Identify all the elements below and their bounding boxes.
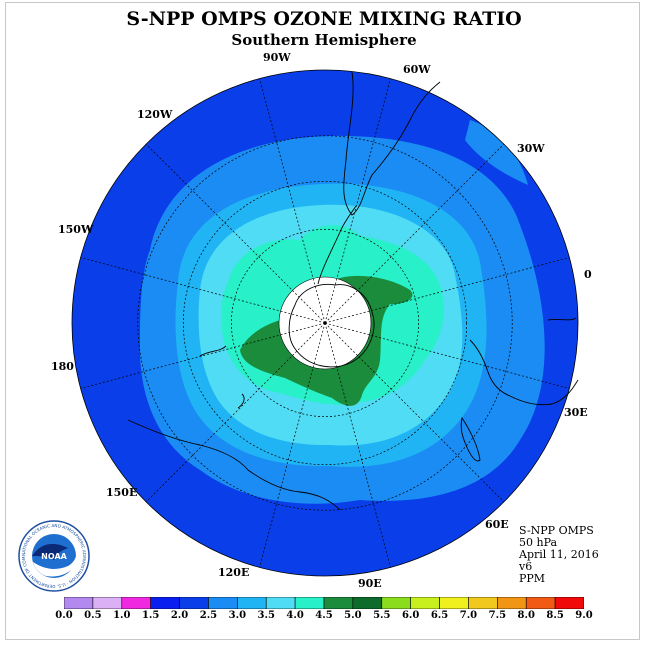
colorbar-segment [525,597,556,609]
madagascar-coastline [460,416,481,462]
colorbar-segment [92,597,123,609]
colorbar-segment [497,597,527,609]
product-name: S-NPP OMPS [519,524,594,537]
colorbar-segment [237,597,267,609]
colorbar [64,597,584,609]
page-subtitle: Southern Hemisphere [231,31,417,49]
colorbar-tick-label: 1.0 [113,610,131,621]
colorbar-tick-label: 2.0 [170,610,189,621]
colorbar-segment [179,597,209,609]
lon-label-120e: 120E [218,566,250,579]
ozone-band-2.5-3.0-northeast-lobe [465,120,528,185]
globe-outline [71,69,579,577]
colorbar-tick-label: 4.5 [315,610,333,621]
coastlines [127,71,579,511]
colorbar-segment [352,597,383,609]
colorbar-segment [439,597,469,609]
colorbar-tick-label: 4.0 [286,610,304,621]
lon-label-120w: 120W [137,108,173,121]
colorbar-tick-label: 3.5 [257,610,275,621]
lon-label-60e: 60E [485,518,509,531]
lon-label-150w: 150W [58,223,94,236]
observation-date: April 11, 2016 [519,548,599,561]
latitude-circle [231,229,419,417]
colorbar-tick-label: 0.0 [55,610,73,621]
logo-bird-icon [32,543,68,560]
lon-label-0: 0 [584,268,592,281]
australia-coastline [127,419,341,511]
lon-label-150e: 150E [106,486,138,499]
colorbar-tick-label: 7.5 [488,610,507,621]
lon-label-90w: 90W [263,51,291,64]
lon-label-90e: 90E [358,577,382,590]
antarctic-peninsula-coastline [317,205,357,285]
page-title: S-NPP OMPS OZONE MIXING RATIO [126,8,522,30]
units-label: PPM [519,572,546,585]
colorbar-tick-label: 6.0 [401,610,420,621]
colorbar-segment [121,597,151,609]
colorbar-tick-label: 7.0 [459,610,478,621]
colorbar-segment [323,597,354,609]
colorbar-tick-label: 3.0 [228,610,247,621]
pole-marker [323,321,327,325]
logo-wordmark: NOAA [41,552,67,561]
colorbar-segment [150,597,180,609]
product-info: S-NPP OMPS 50 hPa April 11, 2016 v6 PPM [519,525,599,585]
colorbar-segment [554,597,584,609]
latitude-longitude-grid [80,78,570,568]
latitude-circle [137,135,513,511]
new-zealand-coastline [199,345,245,409]
colorbar-tick-label: 8.0 [517,610,535,621]
image-frame [5,2,640,640]
latitude-circle [182,180,468,466]
south-america-coastline [343,71,441,216]
colorbar-segment [381,597,411,609]
antarctica-coastline [288,283,375,368]
colorbar-tick-label: 9.0 [575,610,593,621]
pressure-level: 50 hPa [519,536,558,549]
colorbar-tick-label: 5.0 [344,610,362,621]
lon-label-180: 180 [51,360,74,373]
colorbar-segment [410,597,440,609]
colorbar-segment [64,597,94,609]
colorbar-tick-label: 8.5 [546,610,564,621]
noaa-logo: NATIONAL OCEANIC AND ATMOSPHERIC ADMINIS… [18,520,90,592]
africa-coastline [469,317,579,406]
colorbar-tick-label: 0.5 [84,610,102,621]
colorbar-tick-label: 1.5 [141,610,160,621]
colorbar-tick-label: 6.5 [430,610,449,621]
colorbar-segment [208,597,238,609]
product-version: v6 [519,560,533,573]
colorbar-tick-label: 5.5 [373,610,391,621]
logo-wave-icon [33,556,76,577]
lon-label-30w: 30W [517,142,545,155]
lon-label-30e: 30E [564,406,588,419]
colorbar-tick-label: 2.5 [199,610,218,621]
colorbar-segment [468,597,498,609]
lon-label-60w: 60W [403,63,431,76]
colorbar-segment [265,597,296,609]
colorbar-segment [294,597,325,609]
